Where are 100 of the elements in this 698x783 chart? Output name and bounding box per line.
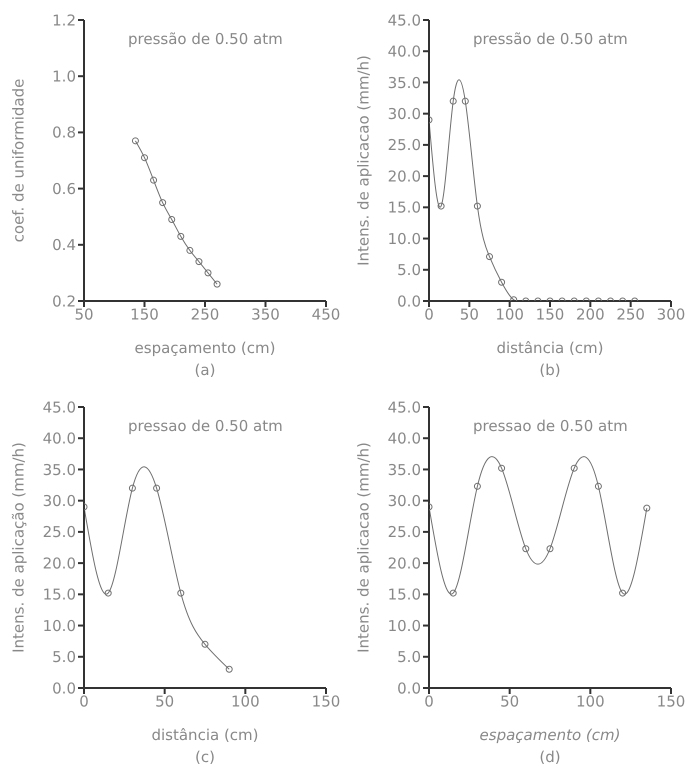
y-axis-title: coef. de uniformidade xyxy=(9,78,28,242)
x-tick-label: 100 xyxy=(576,692,605,711)
point xyxy=(153,484,160,492)
x-tick-label: 50 xyxy=(155,692,174,711)
x-tick-label: 150 xyxy=(656,692,686,711)
y-tick-label: 20.0 xyxy=(388,167,421,186)
text: (d) xyxy=(538,748,562,766)
y-tick-label: 25.0 xyxy=(388,523,421,542)
point xyxy=(202,640,208,648)
point xyxy=(177,232,184,240)
point xyxy=(132,137,139,144)
y-tick-label: 0.2 xyxy=(52,292,76,310)
y-tick-label: 0.4 xyxy=(52,236,76,254)
point xyxy=(522,545,530,552)
x-tick-label: 450 xyxy=(312,306,340,324)
x-tick-label: 150 xyxy=(536,306,564,324)
y-tick-label: 1.2 xyxy=(52,11,76,30)
point xyxy=(214,280,221,288)
point xyxy=(498,464,506,472)
point xyxy=(141,154,148,162)
x-axis-title: espaçamento (cm) xyxy=(134,339,276,357)
point xyxy=(195,258,202,266)
y-tick-label: 30.0 xyxy=(388,492,421,510)
point xyxy=(438,202,445,210)
y-tick-label: 25.0 xyxy=(388,136,421,154)
point xyxy=(128,484,136,492)
x-tick-label: 50 xyxy=(500,692,520,711)
point xyxy=(104,590,112,597)
y-tick-label: 45.0 xyxy=(42,398,76,416)
point xyxy=(474,202,481,210)
point xyxy=(594,482,602,490)
y-tick-label: 0.8 xyxy=(52,124,76,142)
x-tick-label: 50 xyxy=(460,306,479,324)
y-tick-label: 15.0 xyxy=(388,586,421,604)
y-tick-label: 5.0 xyxy=(397,261,421,280)
y-tick-label: 20.0 xyxy=(42,554,76,572)
x-axis-title: distância (cm) xyxy=(496,339,604,357)
point xyxy=(643,504,650,512)
y-tick-label: 30.0 xyxy=(388,104,421,123)
text: (b) xyxy=(538,361,562,379)
annotation: pressao de 0.50 atm xyxy=(473,417,628,435)
y-tick-label: 5.0 xyxy=(52,648,76,666)
text: (c) xyxy=(194,748,216,766)
point xyxy=(498,278,506,286)
point xyxy=(546,545,554,552)
point xyxy=(450,98,457,105)
y-tick-label: 45.0 xyxy=(388,11,421,30)
x-tick-label: 150 xyxy=(130,306,159,324)
y-tick-label: 45.0 xyxy=(388,398,421,416)
point xyxy=(177,590,184,597)
point xyxy=(226,666,233,673)
annotation: pressao de 0.50 atm xyxy=(128,417,283,435)
point xyxy=(168,216,176,224)
y-tick-label: 25.0 xyxy=(42,523,76,542)
y-axis-title: Intens. de aplicacao (mm/h) xyxy=(354,55,372,266)
y-tick-label: 20.0 xyxy=(388,554,421,572)
x-axis-title: espaçamento (cm) xyxy=(480,726,620,744)
point xyxy=(150,176,158,184)
point xyxy=(159,199,166,206)
x-tick-label: 0 xyxy=(424,692,434,711)
y-tick-label: 1.0 xyxy=(52,68,76,86)
annotation: pressão de 0.50 atm xyxy=(473,30,628,48)
x-tick-label: 250 xyxy=(190,306,220,324)
y-tick-label: 40.0 xyxy=(42,430,76,448)
y-tick-label: 35.0 xyxy=(388,74,421,92)
y-tick-label: 35.0 xyxy=(42,460,76,479)
point xyxy=(486,253,493,260)
point xyxy=(186,246,194,254)
y-tick-label: 5.0 xyxy=(397,648,421,666)
point xyxy=(204,269,212,276)
y-tick-label: 15.0 xyxy=(42,586,76,604)
y-tick-label: 30.0 xyxy=(42,492,76,510)
y-tick-label: 40.0 xyxy=(388,430,421,448)
x-tick-label: 200 xyxy=(576,306,605,324)
x-axis-title: distância (cm) xyxy=(151,726,259,744)
x-tick-label: 100 xyxy=(231,692,260,711)
text: (a) xyxy=(194,361,216,379)
annotation: pressão de 0.50 atm xyxy=(128,30,283,48)
y-tick-label: 10.0 xyxy=(42,616,76,635)
x-tick-label: 100 xyxy=(495,306,524,324)
y-tick-label: 0.0 xyxy=(397,679,421,698)
y-tick-label: 10.0 xyxy=(388,616,421,635)
x-tick-label: 250 xyxy=(616,306,645,324)
x-tick-label: 0 xyxy=(424,306,434,324)
y-tick-label: 35.0 xyxy=(388,460,421,479)
x-tick-label: 0 xyxy=(79,692,89,711)
y-axis-title: Intens. de aplicacao (mm/h) xyxy=(354,442,372,653)
x-tick-label: 150 xyxy=(312,692,340,711)
point xyxy=(619,590,626,597)
y-axis-title: Intens. de aplicação (mm/h) xyxy=(9,442,28,653)
y-tick-label: 10.0 xyxy=(388,230,421,248)
point xyxy=(450,590,457,597)
point xyxy=(462,98,469,105)
y-tick-label: 0.0 xyxy=(397,292,421,310)
y-tick-label: 15.0 xyxy=(388,198,421,217)
x-tick-label: 50 xyxy=(74,306,94,324)
x-tick-label: 350 xyxy=(251,306,280,324)
y-tick-label: 40.0 xyxy=(388,42,421,61)
y-tick-label: 0.0 xyxy=(52,679,76,698)
point xyxy=(570,464,578,472)
